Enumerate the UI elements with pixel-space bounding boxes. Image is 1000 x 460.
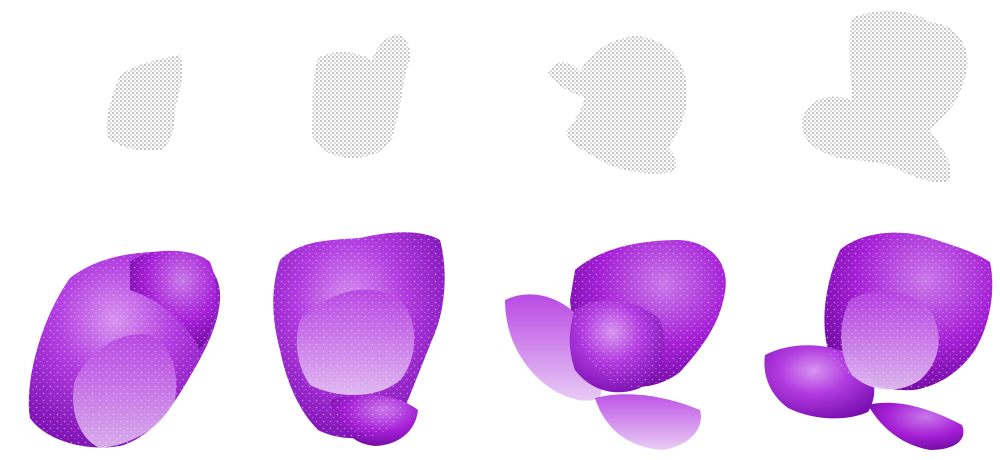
- petal-render-stage-4: [764, 232, 993, 450]
- petal-render-stage-1: [28, 250, 221, 448]
- point-cloud-stage-1: [106, 55, 183, 151]
- point-cloud-stage-3: [548, 36, 687, 174]
- petal-render-stage-3: [505, 240, 726, 450]
- petal-render-stage-2: [273, 232, 445, 446]
- point-cloud-stage-2: [312, 34, 411, 158]
- point-cloud-stage-4: [801, 10, 968, 183]
